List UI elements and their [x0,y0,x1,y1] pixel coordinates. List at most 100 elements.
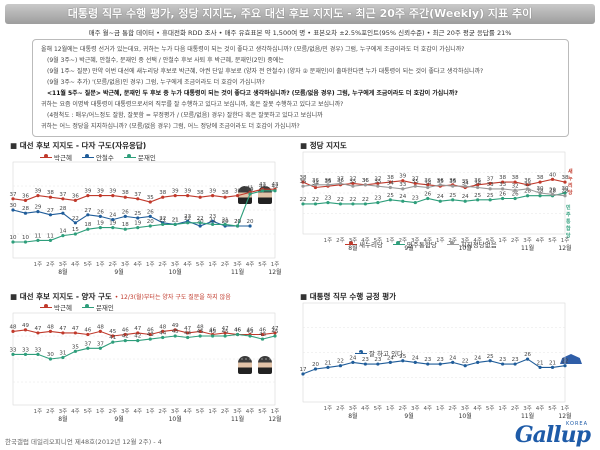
data-point [313,202,318,206]
data-label: 42 [272,184,279,190]
data-label: 23 [499,357,506,363]
data-point [426,196,430,201]
chart-legend: 잘 하고 있다 [355,348,403,358]
data-point [211,194,215,198]
x-tick-label: 2주 [511,405,520,412]
x-tick-label: 5주 [486,405,495,412]
data-label: 30 [562,186,569,192]
data-point [388,180,392,184]
data-point [538,191,542,195]
x-tick-label: 4주 [423,405,432,412]
data-label: 36 [362,178,369,184]
data-label: 45 [247,329,254,335]
data-point [111,340,115,344]
data-point [488,198,492,202]
data-label: 47 [34,326,41,332]
data-label: 37 [97,341,104,347]
data-label: 36 [22,193,29,199]
data-label: 17 [300,367,307,373]
data-label: 34 [462,181,469,187]
data-label: 37 [412,176,419,182]
x-tick-label: 4주 [183,408,192,415]
data-point [501,187,505,191]
data-label: 45 [222,329,229,335]
data-label: 41 [247,185,254,191]
data-point [463,364,467,368]
x-tick-label: 3주 [59,408,68,415]
legend-item: 안철수 [81,152,114,162]
data-label: 38 [222,190,229,196]
data-point [426,362,430,366]
data-label: 33 [487,182,494,188]
data-label: 22 [197,216,204,222]
data-label: 39 [84,189,91,195]
data-label: 28 [59,206,66,212]
data-point [463,199,467,203]
x-tick-label: 4주 [361,405,370,412]
data-point [211,219,215,223]
data-point [98,226,102,230]
x-tick-label: 1주 [34,408,43,415]
data-point [313,185,318,190]
candidate-photo [238,356,252,374]
data-point [61,197,65,201]
candidate-photo [238,186,252,204]
data-point [550,365,555,369]
data-point [301,372,305,376]
data-label: 49 [172,323,179,329]
question-line: 귀하는 어느 정당을 지지하십니까? (모름/없음 경우) 그럼, 어느 정당에… [41,123,300,130]
x-month-label: 8월 [58,268,67,276]
data-label: 22 [184,216,191,222]
x-tick-label: 5주 [374,237,383,244]
data-label: 41 [109,335,116,341]
data-label: 24 [109,213,116,219]
data-label: 10 [10,235,17,241]
data-point [351,184,355,188]
data-label: 36 [474,178,481,184]
data-point [161,222,165,226]
x-tick-label: 1주 [271,408,280,415]
data-point [338,364,343,368]
data-point [273,334,277,338]
data-label: 26 [499,191,506,197]
data-point [148,332,152,337]
x-tick-label: 1주 [324,405,333,412]
x-tick-label: 4주 [423,237,432,244]
data-label: 37 [84,341,91,347]
data-label: 36 [72,193,79,199]
data-label: 15 [72,227,79,233]
x-month-label: 11월 [521,244,534,252]
data-point [260,337,265,341]
series-line [12,188,275,203]
data-point [123,214,127,218]
data-label: 25 [487,193,494,199]
data-point [198,221,202,225]
x-tick-label: 4주 [133,261,142,268]
x-tick-label: 1주 [96,261,105,268]
data-label: 27 [47,208,54,214]
data-label: 36 [449,178,456,184]
data-point [61,234,65,238]
data-point [401,187,405,191]
x-tick-label: 1주 [208,261,217,268]
data-label: 46 [247,327,254,333]
data-point [173,194,177,198]
candidate-photo [258,356,272,374]
data-point [248,334,252,338]
data-label: 35 [72,344,79,350]
data-point [198,334,202,338]
data-label: 35 [437,179,444,185]
data-label: 47 [72,326,79,332]
data-label: 27 [84,208,91,214]
data-label: 39 [109,189,116,195]
x-tick-label: 2주 [46,261,55,268]
data-point [476,185,480,190]
chart-legend: 박근혜 안철수 문재인 [40,152,156,162]
legend-item: 민주통합당 [392,239,437,249]
data-point [413,181,417,186]
x-tick-label: 3주 [233,408,242,415]
data-point [23,240,28,244]
data-label: 36 [312,178,319,184]
data-point [86,346,90,350]
data-point [260,189,265,193]
